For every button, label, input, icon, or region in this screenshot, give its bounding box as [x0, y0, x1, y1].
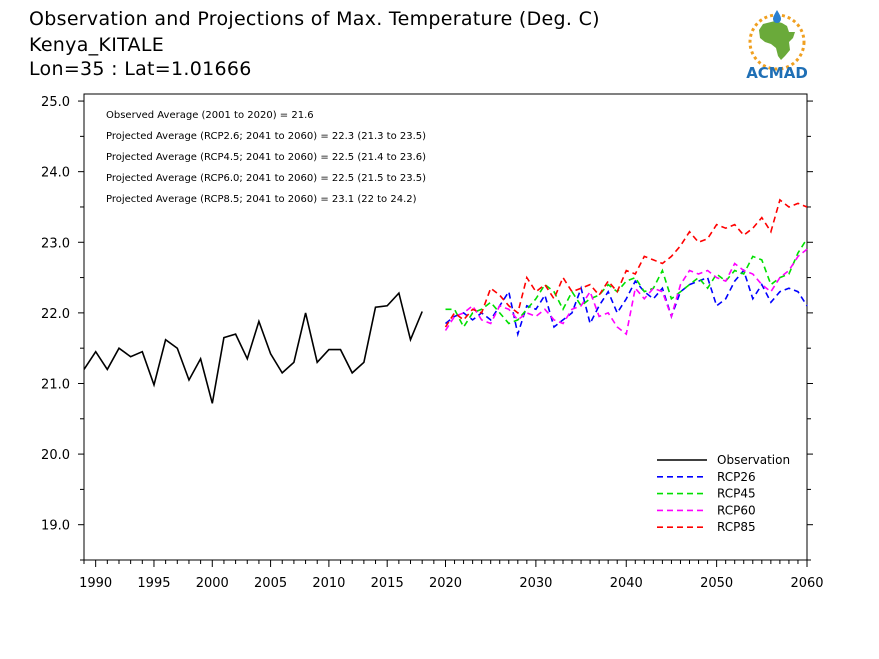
series-layer — [83, 198, 808, 404]
legend-label: RCP26 — [717, 470, 756, 484]
series-line-rcp60 — [444, 248, 808, 336]
plot-frame — [83, 93, 808, 561]
series-line-rcp45 — [445, 238, 808, 329]
legend-label: RCP60 — [717, 503, 756, 517]
annotation-text: Projected Average (RCP6.0; 2041 to 2060)… — [106, 173, 426, 184]
x-tick-label: 2040 — [610, 576, 643, 591]
axes: 19.0 20.0 21.0 22.0 23.0 24.0 25.0 1990 1995 2000… — [41, 95, 824, 591]
logo-text: ACMAD — [746, 64, 808, 82]
annotations: Observed Average (2001 to 2020) = 21.6 Pr… — [106, 110, 426, 205]
y-tick-label: 21.0 — [41, 377, 70, 392]
station-coordinates: Lon=35 : Lat=1.01666 — [29, 58, 252, 80]
x-tick-label: 2020 — [429, 576, 462, 591]
acmad-logo: ACMAD — [746, 10, 808, 82]
x-tick-label: 2030 — [519, 576, 552, 591]
y-tick-label: 23.0 — [41, 236, 70, 251]
legend-label: RCP85 — [717, 520, 756, 534]
station-name: Kenya_KITALE — [29, 34, 165, 56]
series-line-observation — [83, 291, 423, 404]
x-tick-label: 2050 — [700, 576, 733, 591]
y-tick-label: 25.0 — [41, 95, 70, 110]
legend-label: RCP45 — [717, 487, 756, 501]
legend: Observation RCP26 RCP45 RCP60 RCP85 — [657, 453, 790, 534]
x-tick-label: 1995 — [137, 576, 170, 591]
y-tick-label: 22.0 — [41, 307, 70, 322]
x-tick-label: 2010 — [312, 576, 345, 591]
x-tick-label: 2005 — [254, 576, 287, 591]
x-tick-label: 1990 — [79, 576, 112, 591]
y-tick-label: 24.0 — [41, 166, 70, 181]
annotation-text: Projected Average (RCP8.5; 2041 to 2060)… — [106, 194, 417, 205]
series-line-rcp85 — [444, 198, 808, 328]
annotation-text: Projected Average (RCP4.5; 2041 to 2060)… — [106, 152, 426, 163]
series-line-rcp26 — [445, 268, 808, 338]
chart-title: Observation and Projections of Max. Temp… — [29, 8, 600, 30]
africa-icon — [759, 21, 795, 60]
y-tick-label: 20.0 — [41, 448, 70, 463]
legend-label: Observation — [717, 453, 790, 467]
x-tick-label: 2015 — [371, 576, 404, 591]
annotation-text: Observed Average (2001 to 2020) = 21.6 — [106, 110, 314, 121]
x-tick-label: 2000 — [196, 576, 229, 591]
x-tick-label: 2060 — [790, 576, 823, 591]
y-tick-label: 19.0 — [41, 519, 70, 534]
water-drop-icon — [773, 10, 781, 23]
annotation-text: Projected Average (RCP2.6; 2041 to 2060)… — [106, 131, 426, 142]
